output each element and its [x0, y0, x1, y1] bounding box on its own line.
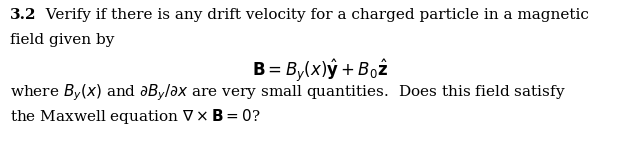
- Text: the Maxwell equation $\nabla \times \mathbf{B} = 0$?: the Maxwell equation $\nabla \times \mat…: [10, 107, 260, 126]
- Text: where $B_y(x)$ and $\partial B_y/\partial x$ are very small quantities.  Does th: where $B_y(x)$ and $\partial B_y/\partia…: [10, 83, 566, 103]
- Text: field given by: field given by: [10, 33, 115, 46]
- Text: $\mathbf{B} = B_y(x)\hat{\mathbf{y}} + B_0\hat{\mathbf{z}}$: $\mathbf{B} = B_y(x)\hat{\mathbf{y}} + B…: [252, 57, 388, 84]
- Text: 3.2: 3.2: [10, 8, 36, 22]
- Text: Verify if there is any drift velocity for a charged particle in a magnetic: Verify if there is any drift velocity fo…: [36, 8, 589, 22]
